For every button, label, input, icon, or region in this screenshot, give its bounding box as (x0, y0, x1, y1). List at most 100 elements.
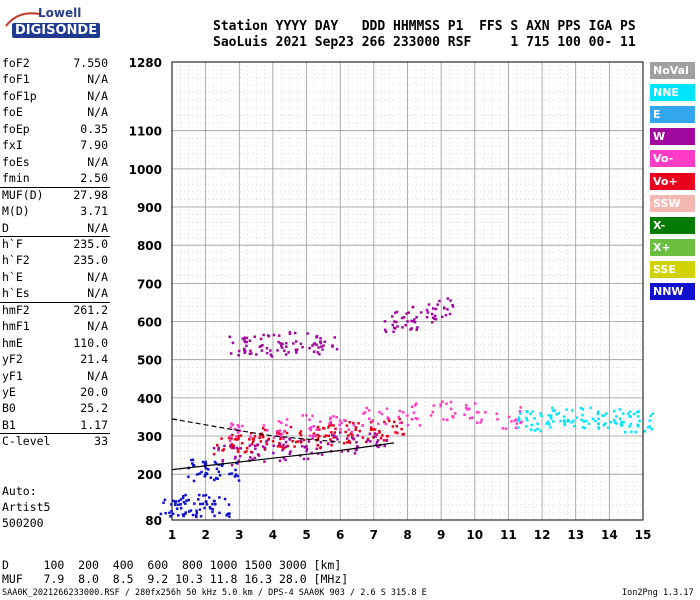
echo-point (515, 418, 518, 421)
echo-point (162, 501, 165, 504)
echo-point (280, 346, 284, 350)
echo-point (191, 513, 195, 517)
echo-point (292, 342, 295, 345)
echo-point (322, 344, 325, 347)
echo-point (637, 410, 640, 413)
echo-point (339, 428, 342, 431)
echo-point (204, 460, 207, 464)
echo-point (231, 433, 234, 437)
echo-point (410, 319, 413, 323)
echo-point (187, 475, 190, 478)
echo-point (285, 431, 289, 435)
echo-point (406, 414, 409, 417)
echo-point (385, 439, 388, 442)
echo-point (217, 470, 221, 473)
echo-point (243, 347, 246, 351)
echo-point (628, 425, 631, 428)
echo-point (306, 332, 309, 335)
param-name: hmE (2, 335, 23, 350)
echo-point (430, 312, 434, 316)
echo-point (434, 318, 438, 321)
echo-point (276, 432, 279, 435)
legend-item: W (650, 128, 695, 146)
echo-point (319, 441, 323, 444)
echo-point (496, 418, 499, 421)
echo-point (366, 439, 369, 442)
echo-point (366, 437, 370, 441)
legend-item: E (650, 106, 695, 124)
echo-point (392, 330, 395, 333)
echo-point (312, 424, 316, 428)
echo-point (184, 511, 187, 514)
echo-point (261, 427, 265, 430)
echo-point (368, 417, 371, 420)
echo-point (555, 413, 558, 416)
echo-point (205, 503, 209, 506)
param-value: 20.0 (80, 385, 108, 399)
distance-row: D 100 200 400 600 800 1000 1500 3000 [km… (2, 558, 342, 572)
echo-point (272, 436, 276, 439)
echo-point (582, 420, 586, 423)
param-value: 3.71 (80, 204, 108, 219)
echo-point (353, 452, 357, 455)
echo-point (310, 451, 313, 455)
echo-point (313, 342, 317, 345)
echo-point (279, 437, 282, 441)
echo-point (214, 476, 218, 480)
echo-point (507, 415, 511, 419)
param-value: 261.2 (73, 302, 108, 317)
echo-point (415, 328, 418, 331)
echo-point (249, 432, 253, 435)
echo-point (201, 502, 205, 506)
echo-point (369, 428, 373, 432)
echo-point (179, 503, 182, 506)
param-value: N/A (87, 154, 108, 169)
echo-point (316, 433, 319, 437)
echo-point (216, 444, 219, 447)
echo-point (305, 449, 308, 453)
echo-point (345, 437, 349, 440)
echo-point (250, 443, 254, 446)
echo-point (414, 417, 417, 420)
echo-point (269, 349, 272, 352)
param-name: yE (2, 385, 16, 399)
echo-point (305, 447, 309, 451)
echo-point (383, 444, 386, 448)
echo-point (630, 430, 633, 434)
echo-point (377, 422, 380, 426)
echo-point (392, 326, 396, 329)
echo-point (164, 511, 167, 515)
echo-point (230, 463, 234, 467)
y-tick-label: 600 (137, 316, 162, 330)
echo-point (280, 344, 283, 348)
echo-point (205, 500, 208, 503)
echo-point (177, 514, 180, 517)
echo-point (301, 414, 304, 417)
echo-point (365, 406, 369, 410)
echo-point (404, 324, 407, 327)
echo-point (245, 340, 248, 344)
echo-point (190, 458, 193, 462)
param-row: D N/A (2, 221, 108, 237)
echo-point (371, 419, 374, 423)
param-value: N/A (87, 286, 108, 301)
echo-point (228, 512, 231, 515)
echo-point (427, 303, 431, 306)
echo-point (259, 337, 263, 341)
echo-point (325, 434, 328, 437)
echo-point (234, 455, 237, 459)
echo-point (340, 450, 343, 453)
echo-point (434, 307, 438, 311)
x-tick-label: 8 (403, 528, 411, 542)
echo-point (378, 431, 381, 434)
echo-point (377, 445, 380, 449)
echo-point (284, 440, 288, 444)
echo-point (185, 499, 188, 502)
param-row: h`Es N/A (2, 286, 108, 302)
echo-point (249, 349, 252, 352)
echo-point (261, 343, 264, 347)
echo-point (613, 418, 616, 422)
echo-point (222, 448, 226, 451)
echo-point (174, 501, 177, 505)
echo-point (299, 439, 303, 442)
